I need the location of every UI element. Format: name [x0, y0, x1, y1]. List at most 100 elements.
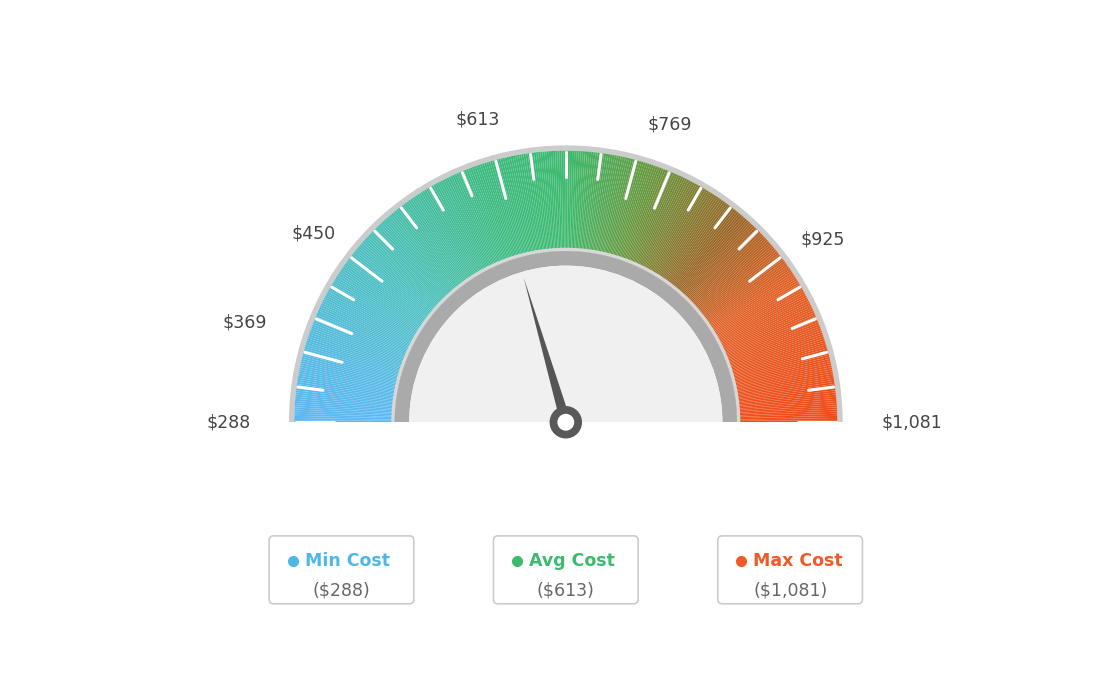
Wedge shape: [728, 333, 822, 367]
Wedge shape: [662, 197, 720, 282]
Wedge shape: [691, 237, 765, 306]
Wedge shape: [735, 380, 835, 397]
Wedge shape: [587, 152, 602, 253]
Wedge shape: [461, 170, 501, 264]
Wedge shape: [562, 150, 564, 251]
Wedge shape: [693, 241, 769, 309]
Wedge shape: [382, 221, 450, 297]
Wedge shape: [573, 151, 578, 251]
Wedge shape: [581, 152, 592, 252]
Wedge shape: [376, 226, 447, 299]
Wedge shape: [331, 284, 418, 336]
Wedge shape: [474, 166, 509, 262]
Wedge shape: [694, 243, 771, 310]
Wedge shape: [598, 155, 618, 255]
Wedge shape: [565, 150, 567, 251]
Wedge shape: [732, 359, 830, 384]
Wedge shape: [558, 150, 562, 251]
Wedge shape: [705, 264, 788, 324]
Wedge shape: [730, 346, 827, 376]
Wedge shape: [454, 174, 497, 266]
Wedge shape: [724, 318, 817, 358]
Wedge shape: [683, 224, 753, 298]
Wedge shape: [624, 167, 660, 262]
Wedge shape: [362, 241, 438, 309]
Wedge shape: [370, 233, 443, 304]
Wedge shape: [736, 401, 837, 410]
Wedge shape: [480, 164, 513, 260]
Wedge shape: [507, 157, 530, 255]
Wedge shape: [478, 165, 511, 260]
Wedge shape: [328, 290, 416, 339]
Wedge shape: [677, 216, 744, 293]
Wedge shape: [296, 386, 396, 401]
Text: $1,081: $1,081: [881, 413, 942, 431]
Wedge shape: [344, 263, 427, 323]
Wedge shape: [712, 282, 799, 335]
Wedge shape: [723, 316, 817, 357]
Wedge shape: [629, 170, 668, 264]
Wedge shape: [687, 230, 760, 302]
Wedge shape: [415, 195, 471, 280]
Text: ($613): ($613): [537, 582, 595, 600]
Wedge shape: [696, 244, 773, 311]
Wedge shape: [700, 253, 779, 316]
Wedge shape: [704, 263, 787, 323]
Wedge shape: [630, 170, 670, 264]
Wedge shape: [605, 158, 629, 256]
Wedge shape: [295, 401, 395, 410]
Wedge shape: [570, 150, 574, 251]
Wedge shape: [298, 375, 397, 394]
Wedge shape: [720, 305, 811, 349]
Wedge shape: [672, 209, 735, 288]
Wedge shape: [404, 203, 465, 284]
Wedge shape: [295, 407, 395, 414]
Wedge shape: [296, 388, 396, 402]
Wedge shape: [305, 346, 402, 376]
Wedge shape: [736, 414, 837, 418]
Wedge shape: [697, 248, 775, 313]
Wedge shape: [729, 338, 825, 371]
Wedge shape: [606, 158, 631, 256]
Circle shape: [558, 414, 574, 431]
Wedge shape: [301, 357, 400, 382]
Wedge shape: [530, 152, 544, 253]
Wedge shape: [297, 380, 396, 397]
Wedge shape: [495, 160, 522, 257]
Wedge shape: [302, 355, 400, 381]
Wedge shape: [731, 353, 829, 380]
Wedge shape: [476, 166, 510, 261]
Wedge shape: [295, 405, 395, 413]
Wedge shape: [737, 418, 837, 421]
Wedge shape: [486, 162, 517, 259]
Wedge shape: [702, 257, 783, 319]
Wedge shape: [488, 161, 518, 258]
Wedge shape: [348, 259, 428, 321]
Wedge shape: [446, 177, 491, 268]
Wedge shape: [602, 157, 625, 255]
Wedge shape: [688, 232, 761, 303]
Wedge shape: [664, 199, 722, 282]
Wedge shape: [306, 340, 403, 372]
Wedge shape: [639, 177, 683, 268]
Wedge shape: [396, 209, 459, 288]
Wedge shape: [453, 175, 496, 267]
Wedge shape: [426, 188, 479, 275]
Wedge shape: [721, 308, 814, 352]
Wedge shape: [723, 315, 816, 355]
Wedge shape: [502, 158, 527, 256]
Wedge shape: [715, 291, 805, 341]
Wedge shape: [359, 244, 436, 311]
Polygon shape: [523, 277, 571, 424]
Wedge shape: [295, 418, 394, 421]
Wedge shape: [705, 266, 789, 325]
Wedge shape: [410, 266, 722, 422]
Text: $450: $450: [291, 224, 336, 242]
Wedge shape: [295, 409, 395, 415]
Wedge shape: [295, 411, 395, 417]
Wedge shape: [660, 195, 716, 280]
Wedge shape: [319, 306, 411, 351]
Wedge shape: [667, 203, 728, 284]
Wedge shape: [310, 328, 405, 364]
Wedge shape: [733, 365, 831, 388]
